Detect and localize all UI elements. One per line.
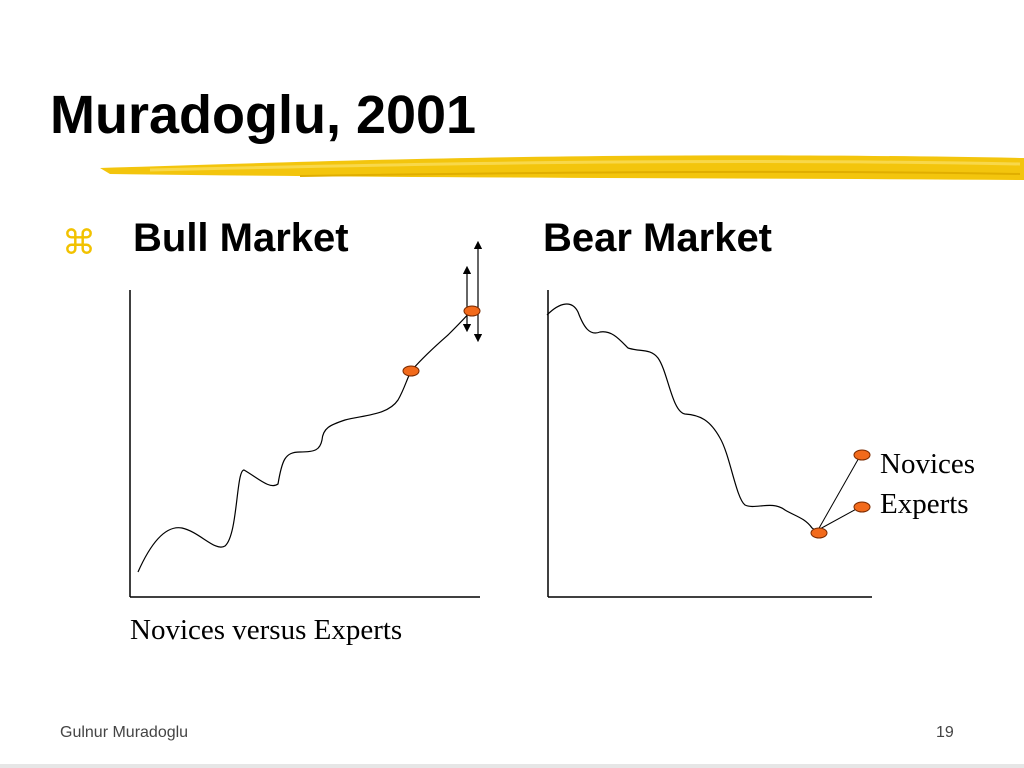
bear-experts-connector	[817, 506, 861, 531]
bull-market-curve	[137, 311, 471, 573]
page-number: 19	[936, 724, 954, 741]
experts-marker	[853, 501, 871, 513]
novices-label: Novices	[880, 448, 976, 480]
bear-market-axes	[547, 290, 872, 598]
bullet-icon: ⌘	[62, 226, 96, 260]
bullet-glyph: ⌘	[62, 223, 96, 263]
bull-market-axes	[129, 290, 480, 598]
bear-market-heading: Bear Market	[543, 216, 773, 260]
experts-label: Experts	[880, 488, 969, 520]
bull-upper-marker	[463, 305, 481, 317]
slide-title: Muradoglu, 2001	[50, 85, 477, 145]
bear-low-marker	[810, 527, 828, 539]
bottom-rule	[0, 764, 1024, 768]
bear-market-curve	[546, 303, 819, 533]
bull-market-heading: Bull Market	[133, 216, 349, 260]
bear-novices-connector	[817, 455, 861, 531]
novices-marker	[853, 449, 871, 461]
footer-author: Gulnur Muradoglu	[60, 724, 189, 741]
bull-lower-marker	[402, 365, 420, 377]
title-underline-brushstroke	[100, 155, 1024, 180]
diagram-caption: Novices versus Experts	[130, 614, 403, 646]
